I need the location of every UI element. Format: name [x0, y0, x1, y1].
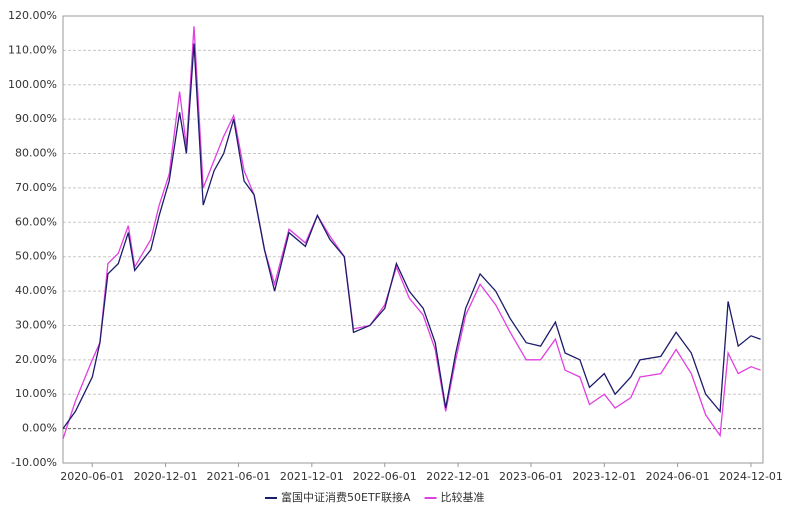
x-tick-label: 2020-06-01	[60, 470, 124, 483]
y-tick-label: 60.00%	[15, 215, 57, 228]
y-tick-label: 50.00%	[15, 250, 57, 263]
y-tick-label: 30.00%	[15, 318, 57, 331]
x-tick-label: 2022-06-01	[353, 470, 417, 483]
y-tick-label: 120.00%	[8, 9, 57, 22]
y-tick-label: 70.00%	[15, 181, 57, 194]
plot-border	[62, 15, 764, 464]
y-tick-label: 100.00%	[8, 78, 57, 91]
y-tick-label: 10.00%	[15, 387, 57, 400]
x-tick-label: 2024-12-01	[719, 470, 783, 483]
y-tick-label: -10.00%	[11, 456, 57, 469]
y-tick-label: 40.00%	[15, 284, 57, 297]
x-tick-label: 2023-12-01	[572, 470, 636, 483]
y-tick-label: 80.00%	[15, 147, 57, 160]
series-line	[62, 26, 761, 440]
series-line	[62, 43, 761, 429]
x-tick-label: 2021-06-01	[207, 470, 271, 483]
y-tick-label: 20.00%	[15, 353, 57, 366]
y-tick-label: 110.00%	[8, 43, 57, 56]
legend-label: 富国中证消费50ETF联接A	[281, 490, 411, 504]
x-tick-label: 2020-12-01	[134, 470, 198, 483]
legend-label: 比较基准	[441, 490, 485, 504]
x-tick-label: 2023-06-01	[499, 470, 563, 483]
y-tick-label: 90.00%	[15, 112, 57, 125]
x-tick-label: 2021-12-01	[280, 470, 344, 483]
x-tick-label: 2024-06-01	[646, 470, 710, 483]
x-tick-label: 2022-12-01	[426, 470, 490, 483]
y-tick-label: 0.00%	[22, 422, 57, 435]
